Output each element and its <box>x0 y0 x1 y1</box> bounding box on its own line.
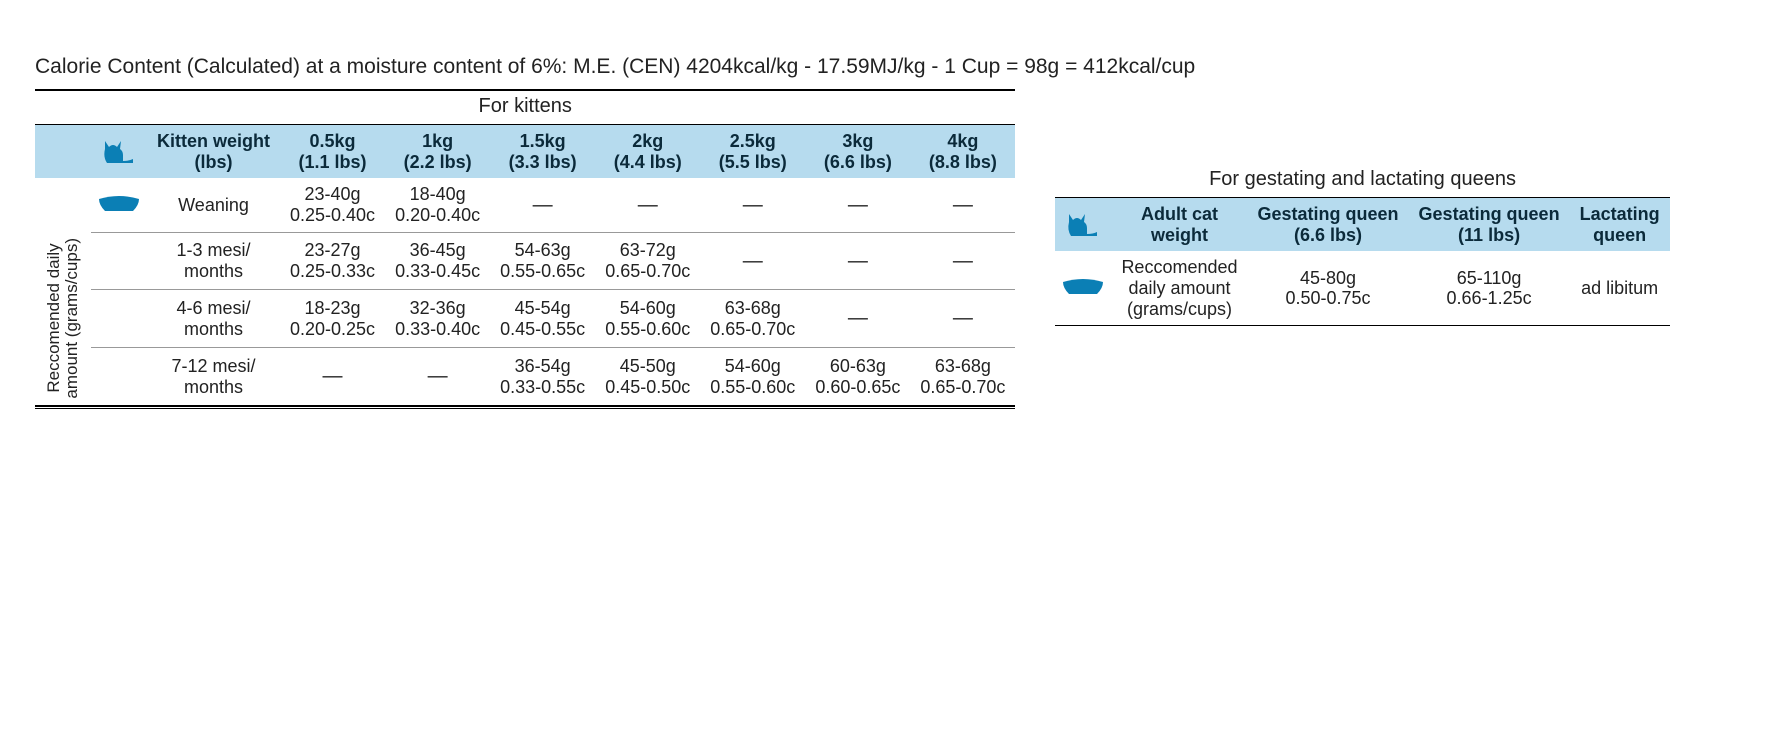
cell-dash: — <box>805 178 910 232</box>
cell: 54-60g0.55-0.60c <box>595 290 700 348</box>
kittens-row-weaning: Weaning 23-40g0.25-0.40c 18-40g0.20-0.40… <box>35 178 1015 232</box>
qcell-0: 45-80g0.50-0.75c <box>1248 251 1409 325</box>
calorie-caption: Calorie Content (Calculated) at a moistu… <box>35 55 1746 79</box>
header-kitten-weight-text: Kitten weight (lbs) <box>157 131 270 172</box>
cell-dash: — <box>280 348 385 405</box>
row-label-weaning: Weaning <box>147 178 280 232</box>
queens-data-row: Reccomended daily amount (grams/cups) 45… <box>1055 251 1669 325</box>
cell: 18-23g0.20-0.25c <box>280 290 385 348</box>
cat-icon-header-q <box>1055 198 1111 252</box>
empty-corner <box>35 125 91 179</box>
cell-dash: — <box>910 178 1015 232</box>
empty-side <box>35 178 91 232</box>
header-w4: 2.5kg(5.5 lbs) <box>700 125 805 179</box>
row-label-1-3: 1-3 mesi/ months <box>147 232 280 290</box>
queens-title: For gestating and lactating queens <box>1055 164 1669 197</box>
cat-icon <box>1063 210 1103 240</box>
cell-dash: — <box>700 232 805 290</box>
cell: 23-40g0.25-0.40c <box>280 178 385 232</box>
header-qcol-0: Gestating queen (6.6 lbs) <box>1248 198 1409 252</box>
cell: 63-72g0.65-0.70c <box>595 232 700 290</box>
cell: 63-68g0.65-0.70c <box>700 290 805 348</box>
cell: 36-54g0.33-0.55c <box>490 348 595 405</box>
bowl-icon <box>1061 278 1105 298</box>
cell-dash: — <box>805 290 910 348</box>
kittens-header-row: Kitten weight (lbs) 0.5kg(1.1 lbs) 1kg(2… <box>35 125 1015 179</box>
header-kitten-weight: Kitten weight (lbs) <box>147 125 280 179</box>
tables-container: For kittens Kitten weight (lbs) 0.5kg(1.… <box>35 89 1746 409</box>
qcell-2: ad libitum <box>1570 251 1670 325</box>
cell-dash: — <box>490 178 595 232</box>
cat-icon-header <box>91 125 147 179</box>
cell: 32-36g0.33-0.40c <box>385 290 490 348</box>
queens-bottom-rule <box>1055 325 1669 326</box>
kittens-bottom-rule <box>35 405 1015 409</box>
kittens-table: Kitten weight (lbs) 0.5kg(1.1 lbs) 1kg(2… <box>35 124 1015 405</box>
row-label-4-6: 4-6 mesi/ months <box>147 290 280 348</box>
header-qcol-2: Lactating queen <box>1570 198 1670 252</box>
header-w0: 0.5kg(1.1 lbs) <box>280 125 385 179</box>
header-qcol-1: Gestating queen (11 lbs) <box>1409 198 1570 252</box>
kittens-row-1-3: Reccomended daily amount (grams/cups) 1-… <box>35 232 1015 290</box>
side-label: Reccomended daily amount (grams/cups) <box>45 238 81 399</box>
cell: 23-27g0.25-0.33c <box>280 232 385 290</box>
cat-icon <box>99 137 139 167</box>
cell: 63-68g0.65-0.70c <box>910 348 1015 405</box>
row-label-7-12: 7-12 mesi/ months <box>147 348 280 405</box>
queens-table-block: For gestating and lactating queens Adult… <box>1055 164 1669 326</box>
cell-dash: — <box>385 348 490 405</box>
cell: 54-63g0.55-0.65c <box>490 232 595 290</box>
header-w5: 3kg(6.6 lbs) <box>805 125 910 179</box>
queens-table: Adult cat weight Gestating queen (6.6 lb… <box>1055 197 1669 325</box>
queens-header-row: Adult cat weight Gestating queen (6.6 lb… <box>1055 198 1669 252</box>
cell: 60-63g0.60-0.65c <box>805 348 910 405</box>
qcell-1: 65-110g0.66-1.25c <box>1409 251 1570 325</box>
empty-icon <box>91 290 147 348</box>
kittens-table-block: For kittens Kitten weight (lbs) 0.5kg(1.… <box>35 89 1015 409</box>
cell-dash: — <box>910 232 1015 290</box>
header-w6: 4kg(8.8 lbs) <box>910 125 1015 179</box>
header-w3: 2kg(4.4 lbs) <box>595 125 700 179</box>
cell: 36-45g0.33-0.45c <box>385 232 490 290</box>
cell-dash: — <box>595 178 700 232</box>
bowl-icon <box>97 195 141 215</box>
queens-row-label: Reccomended daily amount (grams/cups) <box>1111 251 1247 325</box>
kittens-row-4-6: 4-6 mesi/ months 18-23g0.20-0.25c 32-36g… <box>35 290 1015 348</box>
cell-dash: — <box>910 290 1015 348</box>
side-label-cell: Reccomended daily amount (grams/cups) <box>35 232 91 405</box>
cell: 18-40g0.20-0.40c <box>385 178 490 232</box>
header-w2: 1.5kg(3.3 lbs) <box>490 125 595 179</box>
kittens-row-7-12: 7-12 mesi/ months — — 36-54g0.33-0.55c 4… <box>35 348 1015 405</box>
cell: 45-54g0.45-0.55c <box>490 290 595 348</box>
cell: 54-60g0.55-0.60c <box>700 348 805 405</box>
empty-icon <box>91 348 147 405</box>
kittens-title: For kittens <box>35 89 1015 124</box>
empty-icon <box>91 232 147 290</box>
cell: 45-50g0.45-0.50c <box>595 348 700 405</box>
cell-dash: — <box>805 232 910 290</box>
bowl-icon-cell <box>91 178 147 232</box>
header-adult-weight: Adult cat weight <box>1111 198 1247 252</box>
header-w1: 1kg(2.2 lbs) <box>385 125 490 179</box>
cell-dash: — <box>700 178 805 232</box>
bowl-icon-cell-q <box>1055 251 1111 325</box>
